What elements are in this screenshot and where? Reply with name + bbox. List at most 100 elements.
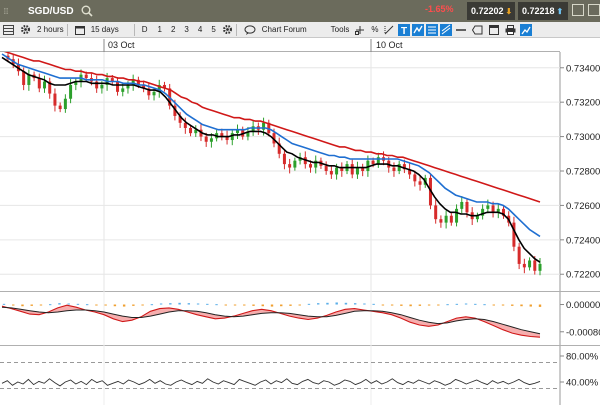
symbol-label[interactable]: SGD/USD xyxy=(28,5,74,17)
ma-fast-line xyxy=(1,56,541,263)
divider xyxy=(235,23,237,36)
candle-body xyxy=(522,263,526,268)
candle-body xyxy=(189,127,193,134)
y-tick-label: 0.00000 xyxy=(566,300,600,311)
candle-body xyxy=(340,167,344,171)
histogram-bar xyxy=(538,304,542,307)
candle-body xyxy=(43,81,47,89)
expand-icon[interactable] xyxy=(486,22,502,38)
bid-price-box[interactable]: 0.72202 ⬇ xyxy=(467,2,515,20)
indicator-settings-icon[interactable] xyxy=(519,22,533,38)
histogram-bar xyxy=(381,304,385,306)
period-button-1[interactable]: 1 xyxy=(157,25,162,34)
macd-line xyxy=(1,304,541,338)
histogram-bar xyxy=(400,304,403,306)
histogram-bar xyxy=(30,304,33,306)
period-button-5[interactable]: 5 xyxy=(211,25,216,34)
print-icon[interactable] xyxy=(502,22,519,38)
candle-body xyxy=(449,215,453,223)
histogram-bar xyxy=(483,304,486,306)
candle-body xyxy=(486,205,490,209)
histogram-bar xyxy=(317,303,320,305)
candle-body xyxy=(110,78,114,82)
candle-body xyxy=(413,174,417,182)
period-button-3[interactable]: 3 xyxy=(184,25,189,34)
candle-body xyxy=(293,160,297,168)
text-tool-icon[interactable]: T xyxy=(397,22,411,38)
price-chart[interactable]: 0.73400 0.73200 0.73000 0.72800 0.72600 0.724… xyxy=(0,52,600,292)
candle-body xyxy=(533,260,537,271)
chart-settings-icon[interactable] xyxy=(219,22,236,38)
chart-forum-button[interactable]: Chart Forum xyxy=(241,22,310,38)
minimize-button[interactable] xyxy=(572,4,584,16)
draw-tool-icon[interactable] xyxy=(411,22,425,38)
candle-body xyxy=(309,164,313,168)
candle-body xyxy=(142,84,146,89)
chat-bubble-icon xyxy=(244,24,256,35)
close-button[interactable] xyxy=(588,4,600,16)
macd-chart[interactable]: 0.00000 -0.00080 xyxy=(0,292,600,346)
search-icon[interactable] xyxy=(80,4,94,18)
candle-body xyxy=(173,105,177,116)
candle-body xyxy=(512,222,516,247)
histogram-bar xyxy=(455,303,459,305)
histogram-bar xyxy=(85,304,89,306)
y-tick-label: -0.00080 xyxy=(566,327,600,338)
candle-body xyxy=(116,81,120,92)
ask-price: 0.72218 xyxy=(522,6,555,16)
histogram-bar xyxy=(492,304,495,306)
histogram-bar xyxy=(67,303,70,305)
histogram-bar xyxy=(289,304,292,306)
up-arrow-icon: ⬆ xyxy=(556,6,564,16)
period-button-2[interactable]: 2 xyxy=(170,25,176,34)
settings-icon xyxy=(20,24,31,35)
candle-body xyxy=(48,81,52,94)
candle-body xyxy=(501,208,505,216)
histogram-bar xyxy=(104,304,107,306)
histogram-bar xyxy=(233,304,237,306)
macd-fill-area xyxy=(2,305,540,338)
ma-mid-line xyxy=(1,53,541,238)
drag-grip-icon[interactable]: ⁞⁞ xyxy=(3,6,9,16)
candle-body xyxy=(152,91,156,96)
histogram-bar xyxy=(150,304,154,306)
y-tick-label: 80.00% xyxy=(566,352,599,363)
horizontal-line-icon[interactable] xyxy=(453,22,469,38)
candle-body xyxy=(491,205,495,213)
candle-body xyxy=(329,171,333,175)
candle-body xyxy=(392,167,396,171)
trendline-icon[interactable] xyxy=(381,22,397,38)
rsi-chart[interactable]: 80.00% 40.00% xyxy=(0,346,600,405)
candle-body xyxy=(408,169,412,175)
histogram-bar xyxy=(270,304,274,307)
range-select[interactable]: 15 days xyxy=(72,22,122,38)
ask-price-box[interactable]: 0.72218 ⬆ xyxy=(518,2,568,20)
crosshair-icon[interactable] xyxy=(352,22,368,38)
period-button-4[interactable]: 4 xyxy=(197,25,203,34)
candle-body xyxy=(350,164,354,175)
histogram-bar xyxy=(363,303,366,305)
histogram-bar xyxy=(206,303,209,305)
histogram-bar xyxy=(141,304,144,306)
candle-body xyxy=(204,136,208,142)
candle-body xyxy=(37,78,41,89)
fib-tool-icon[interactable] xyxy=(425,22,439,38)
candle-type-button[interactable]: D xyxy=(141,25,148,34)
tools-menu[interactable]: Tools xyxy=(330,25,350,34)
erase-icon[interactable] xyxy=(469,22,486,38)
svg-text:T: T xyxy=(401,26,407,36)
date-tick-lines xyxy=(103,39,372,52)
histogram-bar xyxy=(280,304,283,307)
range-label: 15 days xyxy=(90,25,119,34)
channel-tool-icon[interactable] xyxy=(439,22,453,38)
candle-body xyxy=(465,201,469,213)
percent-scale-button[interactable]: % xyxy=(371,25,379,34)
interval-select[interactable]: 2 hours xyxy=(17,22,67,38)
candle-body xyxy=(314,160,318,168)
date-tick-label: 03 Oct xyxy=(108,40,135,50)
histogram-bar xyxy=(159,303,163,305)
chart-toolbar: 2 hours 15 days D 1 2 3 4 5 Chart Forum … xyxy=(0,22,600,38)
menu-grid-icon[interactable] xyxy=(0,22,17,38)
candle-body xyxy=(538,263,542,271)
candle-body xyxy=(371,160,375,165)
